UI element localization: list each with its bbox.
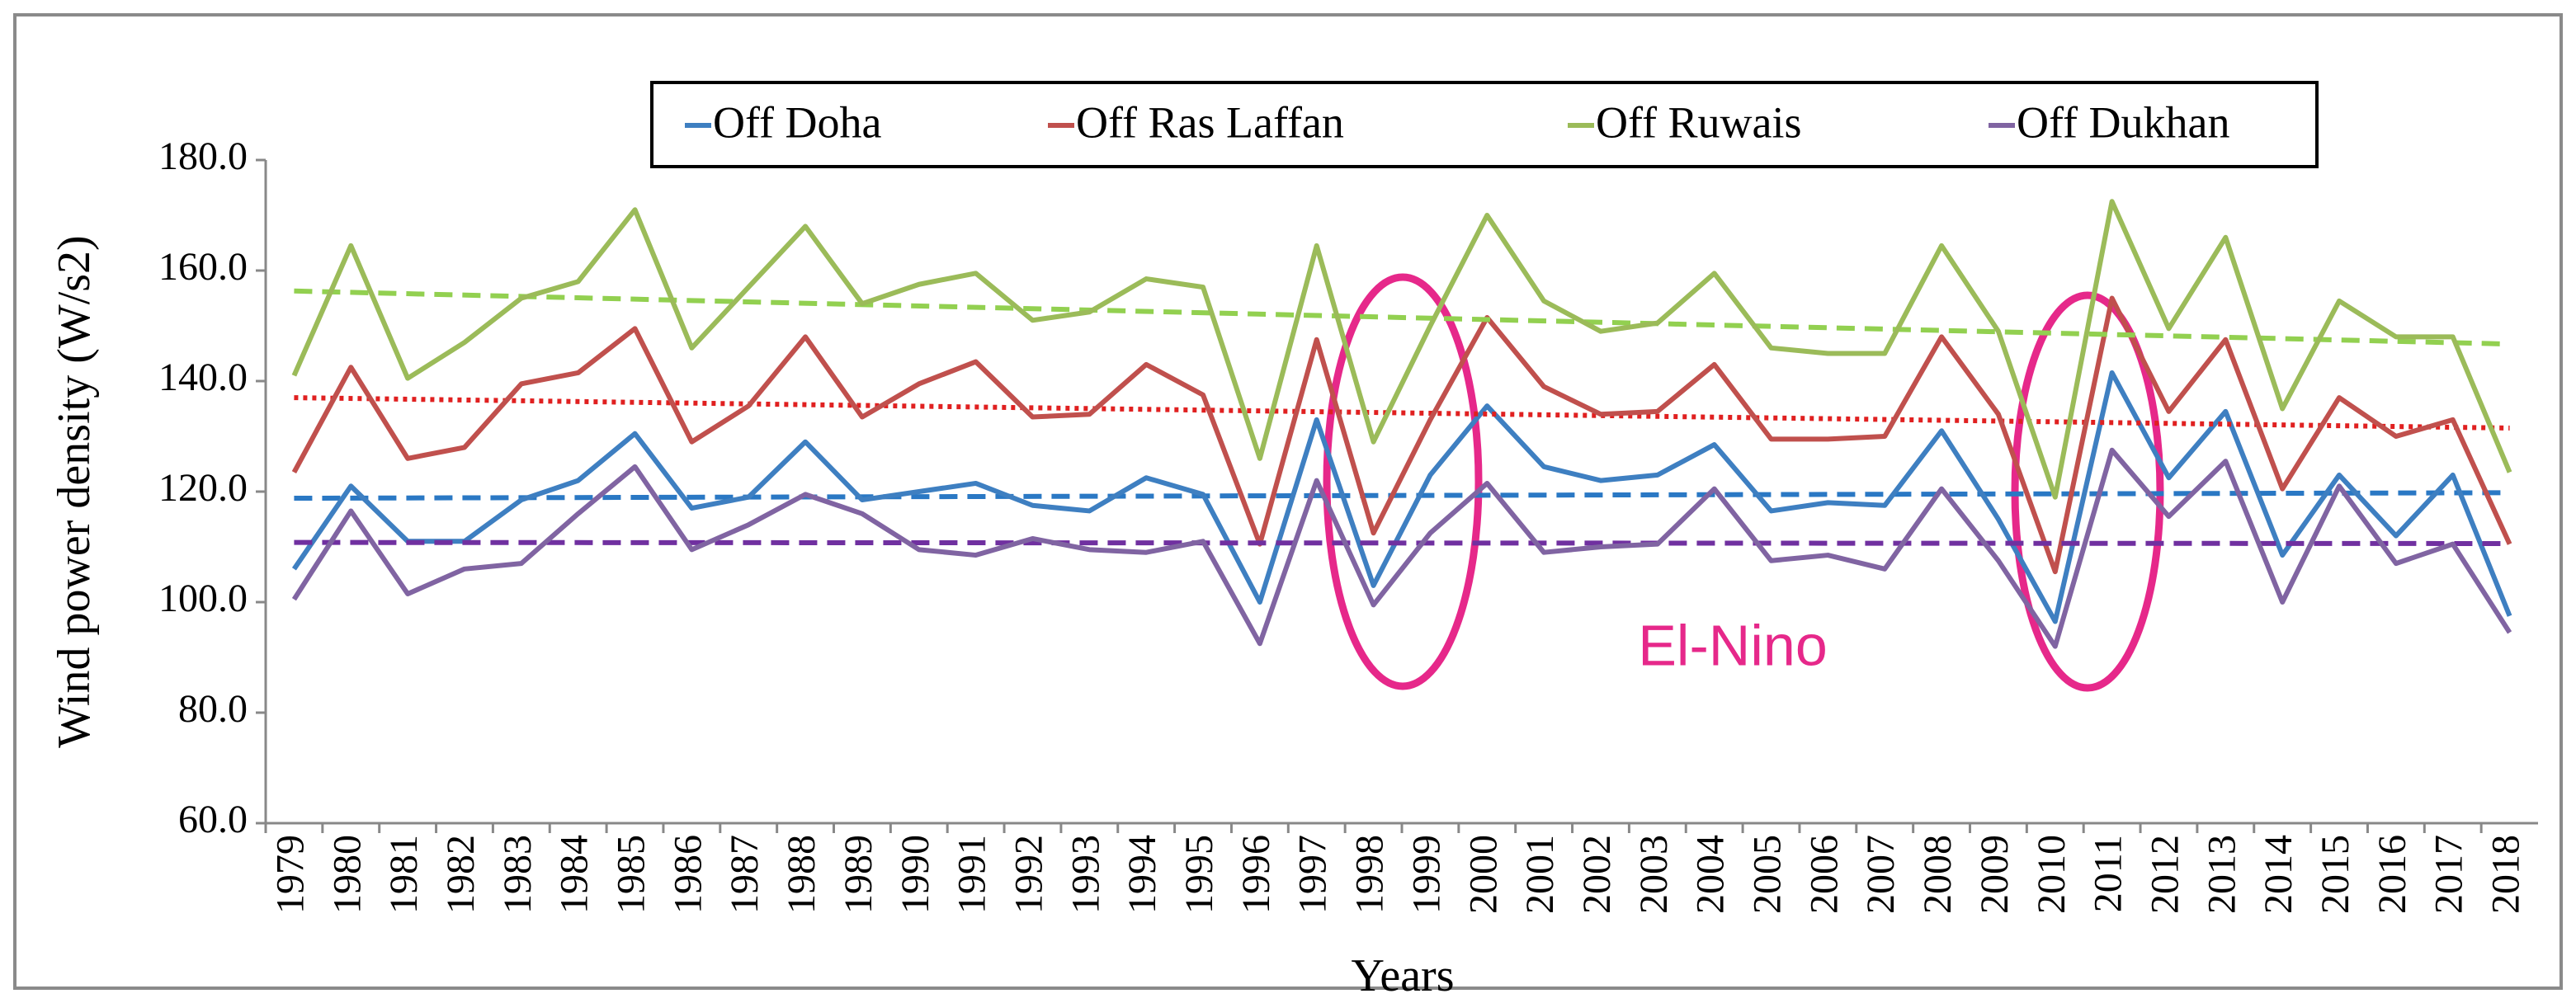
x-tick-label: 1992 bbox=[1007, 835, 1050, 914]
y-tick-label: 160.0 bbox=[158, 245, 248, 289]
x-tick-label: 1979 bbox=[268, 835, 312, 914]
x-tick-label: 2001 bbox=[1518, 835, 1562, 914]
x-tick-label: 1988 bbox=[780, 835, 823, 914]
x-tick-label: 1983 bbox=[496, 835, 540, 914]
x-tick-label: 2007 bbox=[1859, 835, 1903, 914]
x-tick-label: 2013 bbox=[2200, 835, 2243, 914]
x-tick-label: 1980 bbox=[325, 835, 369, 914]
x-tick-label: 1981 bbox=[382, 835, 426, 914]
trend-line bbox=[294, 539, 2510, 546]
x-tick-label: 2016 bbox=[2371, 835, 2414, 914]
legend-label: Off Ruwais bbox=[1596, 97, 1802, 147]
data-line bbox=[291, 295, 2512, 575]
y-tick-label: 80.0 bbox=[178, 687, 248, 731]
y-tick-label: 140.0 bbox=[158, 356, 248, 399]
x-tick-label: 2003 bbox=[1632, 835, 1676, 914]
y-axis-title: Wind power density (W/s2) bbox=[49, 235, 100, 747]
trend-line bbox=[294, 490, 2510, 502]
legend-box bbox=[650, 81, 2319, 168]
x-tick-label: 1999 bbox=[1404, 835, 1448, 914]
x-tick-label: 1985 bbox=[610, 835, 653, 914]
legend-label: Off Dukhan bbox=[2017, 97, 2229, 147]
y-tick-label: 120.0 bbox=[158, 466, 248, 510]
data-line bbox=[291, 199, 2512, 500]
x-tick-label: 2000 bbox=[1461, 835, 1505, 914]
x-tick-label: 2014 bbox=[2257, 835, 2300, 914]
x-axis-title: Years bbox=[1352, 950, 1455, 1001]
highlight-ellipse bbox=[1323, 273, 1483, 690]
x-tick-label: 2012 bbox=[2143, 835, 2187, 914]
x-tick-label: 2011 bbox=[2087, 835, 2130, 912]
x-tick-label: 1987 bbox=[723, 835, 767, 914]
trend-line bbox=[294, 395, 2510, 431]
x-tick-label: 1989 bbox=[837, 835, 880, 914]
x-tick-label: 2004 bbox=[1689, 835, 1733, 914]
trend-line bbox=[294, 288, 2510, 347]
x-tick-label: 2002 bbox=[1575, 835, 1619, 914]
x-tick-label: 1994 bbox=[1121, 835, 1164, 914]
x-tick-label: 1984 bbox=[553, 835, 597, 914]
legend-label: Off Ras Laffan bbox=[1076, 97, 1344, 147]
x-tick-label: 2015 bbox=[2314, 835, 2357, 914]
x-tick-label: 2010 bbox=[2030, 835, 2074, 914]
x-tick-label: 1993 bbox=[1064, 835, 1107, 914]
x-tick-label: 1995 bbox=[1177, 835, 1221, 914]
x-tick-label: 1982 bbox=[439, 835, 483, 914]
x-tick-label: 1997 bbox=[1291, 835, 1335, 914]
annotation: El-Nino bbox=[1638, 613, 1828, 677]
x-tick-label: 1998 bbox=[1348, 835, 1392, 914]
y-tick-label: 100.0 bbox=[158, 577, 248, 620]
x-tick-label: 1996 bbox=[1234, 835, 1278, 914]
y-tick-label: 180.0 bbox=[158, 134, 248, 178]
x-tick-label: 1991 bbox=[951, 835, 994, 914]
x-tick-label: 1986 bbox=[666, 835, 710, 914]
y-tick-label: 60.0 bbox=[178, 798, 248, 841]
frame bbox=[13, 13, 2563, 990]
x-tick-label: 2006 bbox=[1802, 835, 1846, 914]
legend-label: Off Doha bbox=[713, 97, 881, 147]
x-tick-label: 2018 bbox=[2484, 835, 2528, 914]
x-tick-label: 1990 bbox=[894, 835, 937, 914]
x-tick-label: 2005 bbox=[1746, 835, 1790, 914]
x-tick-label: 2009 bbox=[1973, 835, 2017, 914]
data-line bbox=[291, 447, 2512, 649]
x-tick-label: 2008 bbox=[1916, 835, 1960, 914]
x-tick-label: 2017 bbox=[2427, 835, 2471, 914]
